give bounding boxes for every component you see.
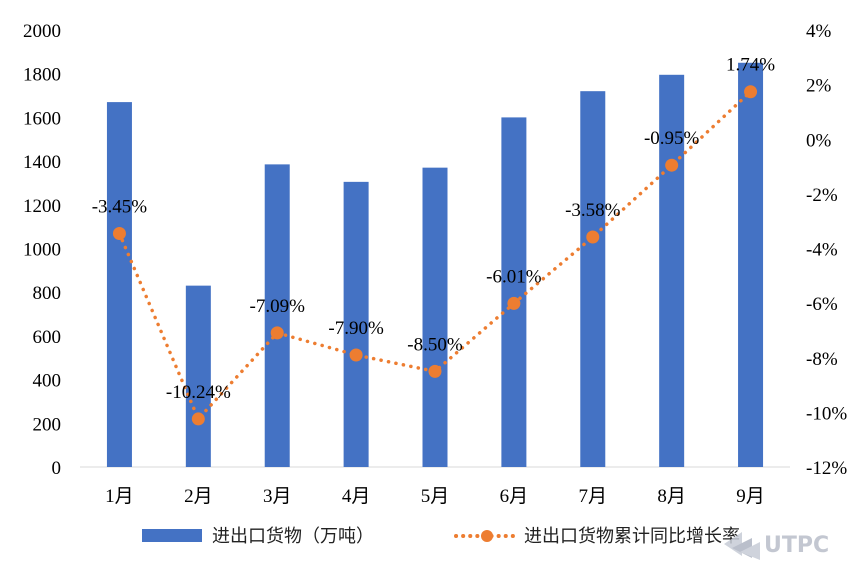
legend-label-line: 进出口货物累计同比增长率 — [524, 526, 740, 547]
x-tick-label: 9月 — [736, 486, 765, 507]
left-tick-label: 600 — [33, 327, 62, 348]
legend-label-bar: 进出口货物（万吨） — [212, 526, 374, 547]
bar — [106, 102, 132, 467]
bar-series — [106, 62, 764, 468]
left-tick-label: 1600 — [23, 108, 61, 129]
right-tick-label: 4% — [806, 21, 832, 42]
line-point — [586, 230, 600, 244]
right-tick-label: 0% — [806, 130, 832, 151]
line-point — [428, 364, 442, 378]
bar — [738, 62, 764, 468]
x-tick-label: 4月 — [342, 486, 371, 507]
data-label: -7.90% — [328, 318, 384, 339]
watermark-text: UTPC — [764, 533, 829, 558]
x-tick-label: 8月 — [657, 486, 686, 507]
bar — [580, 91, 606, 468]
bar — [185, 285, 211, 467]
line-point — [349, 348, 363, 362]
line-point — [270, 326, 284, 340]
line-series: -3.45% -10.24% -7.09% -7.90% -8.50% -6.01% -3.… — [92, 55, 775, 426]
line-point — [665, 158, 679, 172]
x-tick-label: 6月 — [500, 486, 529, 507]
left-tick-label: 1000 — [23, 240, 61, 261]
watermark: UTPC — [724, 532, 829, 560]
data-label: -3.58% — [565, 200, 621, 221]
right-axis: -12% -10% -8% -6% -4% -2% 0% 2% 4% — [806, 21, 847, 479]
data-label: 1.74% — [726, 55, 775, 76]
x-tick-label: 3月 — [263, 486, 292, 507]
left-tick-label: 1800 — [23, 65, 61, 86]
left-tick-label: 0 — [52, 458, 62, 479]
data-label: -6.01% — [486, 266, 542, 287]
right-tick-label: -8% — [806, 349, 838, 370]
data-label: -7.09% — [250, 296, 306, 317]
data-label: -8.50% — [407, 334, 463, 355]
x-tick-label: 1月 — [105, 486, 134, 507]
right-tick-label: -10% — [806, 403, 847, 424]
bar — [501, 117, 527, 468]
right-tick-label: -12% — [806, 458, 847, 479]
right-tick-label: -4% — [806, 240, 838, 261]
watermark-logo-icon — [724, 532, 760, 560]
x-tick-label: 5月 — [421, 486, 450, 507]
bar — [264, 164, 290, 467]
bar — [343, 181, 369, 468]
right-tick-label: -2% — [806, 185, 838, 206]
left-tick-label: 1400 — [23, 152, 61, 173]
bar — [422, 167, 448, 467]
x-tick-label: 7月 — [579, 486, 608, 507]
data-label: -0.95% — [644, 128, 700, 149]
line-point — [744, 85, 758, 99]
data-label: -10.24% — [166, 382, 231, 403]
data-label: -3.45% — [92, 196, 148, 217]
bar — [659, 74, 685, 467]
left-tick-label: 200 — [33, 414, 62, 435]
x-axis: 1月 2月 3月 4月 5月 6月 7月 8月 9月 — [105, 486, 765, 507]
right-tick-label: -6% — [806, 294, 838, 315]
series-line — [117, 89, 753, 423]
line-point — [191, 412, 205, 426]
legend: 进出口货物（万吨） 进出口货物累计同比增长率 — [142, 526, 740, 547]
line-point — [112, 226, 126, 240]
legend-swatch-marker — [481, 530, 493, 542]
left-tick-label: 1200 — [23, 196, 61, 217]
left-tick-label: 800 — [33, 283, 62, 304]
x-tick-label: 2月 — [184, 486, 213, 507]
left-axis: 0 200 400 600 800 1000 1200 1400 1600 1800 2000 — [23, 21, 61, 479]
line-point — [507, 296, 521, 310]
right-tick-label: 2% — [806, 76, 832, 97]
left-tick-label: 400 — [33, 371, 62, 392]
legend-swatch-bar — [142, 529, 202, 542]
left-tick-label: 2000 — [23, 21, 61, 42]
